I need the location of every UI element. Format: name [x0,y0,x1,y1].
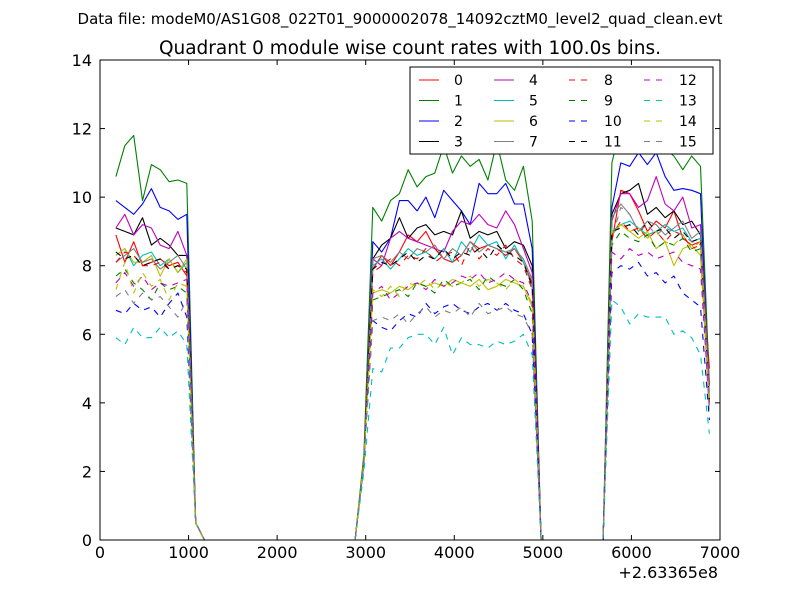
legend-label-0: 0 [454,73,463,89]
chart-suptitle: Data file: modeM0/AS1G08_022T01_90000020… [78,10,723,29]
y-tick-label: 2 [82,462,92,481]
legend-label-2: 2 [454,114,463,130]
legend-label-5: 5 [529,94,538,110]
legend-label-15: 15 [679,135,697,151]
series-line-12 [115,248,710,540]
y-tick-label: 10 [72,188,92,207]
legend-label-6: 6 [529,114,538,130]
legend-label-3: 3 [454,135,463,151]
legend-label-12: 12 [679,73,697,89]
axes-frame [99,59,721,541]
series-line-11 [115,220,710,540]
legend-label-14: 14 [679,114,697,130]
x-offset-label: +2.63365e8 [618,563,718,582]
x-tick-label: 0 [95,543,105,562]
series-line-6 [115,224,710,540]
series-line-8 [115,220,710,540]
chart-title: Quadrant 0 module wise count rates with … [159,38,661,59]
series-line-0 [115,189,710,540]
legend-label-11: 11 [604,135,622,151]
series-line-3 [115,182,710,540]
y-tick-label: 6 [82,325,92,344]
x-tick-label: 7000 [700,543,741,562]
x-tick-label: 6000 [611,543,652,562]
legend-label-7: 7 [529,135,538,151]
legend-label-1: 1 [454,94,463,110]
legend-label-8: 8 [604,73,613,89]
x-tick-label: 4000 [434,543,475,562]
series-line-13 [115,299,710,540]
series-line-10 [115,261,710,540]
y-tick-label: 8 [82,257,92,276]
series-line-5 [115,220,710,540]
y-tick-label: 12 [72,120,92,139]
legend-label-13: 13 [679,94,697,110]
legend-frame [409,66,714,155]
series-line-15 [115,206,710,540]
series-line-9 [115,230,710,540]
series-line-14 [115,224,710,540]
series-line-7 [115,203,710,540]
x-tick-label: 3000 [345,543,386,562]
legend-label-4: 4 [529,73,538,89]
y-tick-label: 4 [82,394,92,413]
legend-label-10: 10 [604,114,622,130]
legend-label-9: 9 [604,94,613,110]
x-tick-label: 1000 [168,543,209,562]
y-tick-label: 0 [82,531,92,550]
x-tick-label: 5000 [522,543,563,562]
x-tick-label: 2000 [257,543,298,562]
series-line-4 [115,176,710,540]
plot-area [115,100,710,540]
y-tick-label: 14 [72,51,92,70]
series-line-2 [115,152,710,540]
